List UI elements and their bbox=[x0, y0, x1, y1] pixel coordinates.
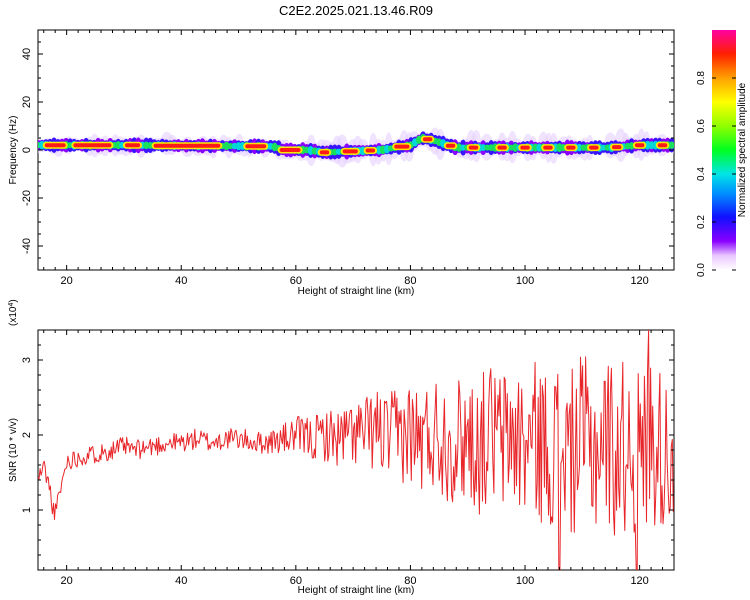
spectrogram-y-axis: 40 20 0 -20 -40 bbox=[21, 29, 674, 271]
colorbar-tick-label: 0.6 bbox=[696, 119, 707, 133]
colorbar-ramp bbox=[712, 30, 736, 270]
x-tick-label: 100 bbox=[516, 575, 534, 587]
spectrogram-peak bbox=[589, 145, 599, 150]
colorbar-tick-label: 0.4 bbox=[696, 167, 707, 181]
colorbar: 0.0 0.2 0.4 0.6 0.8 Normalized spectral ampl… bbox=[696, 30, 748, 277]
spectrogram-peak bbox=[422, 137, 433, 142]
x-tick-label: 80 bbox=[404, 575, 416, 587]
x-tick-label: 120 bbox=[630, 575, 648, 587]
x-tick-label: 100 bbox=[516, 275, 534, 287]
spectrogram-core bbox=[644, 140, 651, 150]
spectrogram-peak bbox=[445, 143, 456, 148]
spectrogram-xlabel: Height of straight line (km) bbox=[298, 286, 415, 297]
figure-title: C2E2.2025.021.13.46.R09 bbox=[279, 3, 433, 18]
spectrogram-peak bbox=[468, 145, 479, 150]
spectrogram-core bbox=[576, 143, 583, 152]
spectrogram-x-axis: 20 40 60 80 100 120 bbox=[43, 30, 675, 287]
spectrogram-peak bbox=[44, 143, 66, 148]
spectrogram-ridge bbox=[38, 127, 674, 168]
spectrogram-peak bbox=[279, 148, 301, 152]
spectrogram-peak bbox=[342, 149, 358, 154]
spectrogram-core bbox=[115, 141, 122, 150]
snr-ylabel: SNR (10 * v/v) bbox=[8, 418, 19, 482]
colorbar-label: Normalized spectral amplitude bbox=[737, 82, 748, 217]
spectrogram-panel: 20 40 60 80 100 120 40 20 0 -20 -40 Height of str… bbox=[8, 29, 675, 297]
spectrogram-peak bbox=[543, 145, 553, 150]
y-tick-label: 2 bbox=[21, 432, 33, 438]
spectrogram-peak bbox=[245, 144, 267, 149]
y-tick-label: 1 bbox=[21, 507, 33, 513]
colorbar-tick-label: 0.8 bbox=[696, 71, 707, 85]
spectrogram-core bbox=[668, 141, 674, 149]
x-tick-label: 80 bbox=[404, 275, 416, 287]
spectrogram-ylabel: Frequency (Hz) bbox=[8, 116, 19, 185]
y-tick-label: 0 bbox=[21, 147, 33, 153]
colorbar-tick-label: 0.2 bbox=[696, 215, 707, 229]
snr-y-axis: 1 2 3 bbox=[21, 344, 674, 571]
snr-multiplier: (x104) bbox=[8, 299, 20, 326]
x-tick-label: 40 bbox=[175, 275, 187, 287]
spectrogram-peak bbox=[153, 143, 221, 148]
spectrogram-core bbox=[512, 143, 519, 152]
spectrogram-peak bbox=[365, 148, 376, 153]
spectrogram-peak bbox=[497, 145, 507, 150]
spectrogram-peak bbox=[611, 145, 622, 150]
snr-panel: 20 40 60 80 100 120 1 2 3 Height of straight li… bbox=[8, 299, 675, 596]
x-tick-label: 40 bbox=[175, 575, 187, 587]
spectrogram-core bbox=[456, 143, 463, 152]
spectrogram-peak bbox=[124, 143, 141, 148]
y-tick-label: 3 bbox=[21, 357, 33, 363]
y-tick-label: 20 bbox=[21, 96, 33, 108]
snr-xlabel: Height of straight line (km) bbox=[298, 585, 415, 596]
spectrogram-core bbox=[223, 141, 230, 151]
snr-series-line bbox=[38, 330, 674, 570]
spectrogram-peak bbox=[566, 145, 576, 150]
y-tick-label: 40 bbox=[21, 48, 33, 60]
y-tick-label: -20 bbox=[21, 190, 33, 206]
snr-x-axis: 20 40 60 80 100 120 bbox=[43, 330, 675, 587]
spectrogram-peak bbox=[73, 143, 112, 148]
spectrogram-peak bbox=[634, 143, 645, 148]
colorbar-tick-label: 0.0 bbox=[696, 263, 707, 277]
x-tick-label: 20 bbox=[61, 275, 73, 287]
spectrogram-peak bbox=[394, 144, 410, 149]
spectrogram-peak bbox=[319, 150, 330, 155]
y-tick-label: -40 bbox=[21, 238, 33, 254]
colorbar-ticks: 0.0 0.2 0.4 0.6 0.8 bbox=[696, 71, 736, 277]
x-tick-label: 60 bbox=[290, 575, 302, 587]
spectrogram-core bbox=[480, 144, 487, 152]
spectrogram-peak bbox=[657, 143, 668, 148]
x-tick-label: 120 bbox=[630, 275, 648, 287]
spectrogram-core bbox=[556, 143, 563, 153]
x-tick-label: 20 bbox=[61, 575, 73, 587]
x-tick-label: 60 bbox=[290, 275, 302, 287]
spectrogram-peak bbox=[520, 145, 530, 150]
